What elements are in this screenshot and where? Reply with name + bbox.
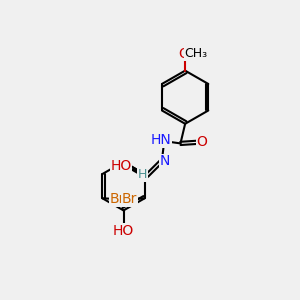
- Text: H: H: [138, 168, 147, 181]
- Text: N: N: [160, 154, 170, 168]
- Text: CH₃: CH₃: [185, 47, 208, 60]
- Text: HN: HN: [151, 134, 172, 147]
- Text: HO: HO: [110, 159, 132, 173]
- Text: Br: Br: [122, 192, 137, 206]
- Text: O: O: [197, 135, 208, 149]
- Text: O: O: [178, 47, 189, 61]
- Text: HO: HO: [113, 224, 134, 238]
- Text: Br: Br: [110, 192, 125, 206]
